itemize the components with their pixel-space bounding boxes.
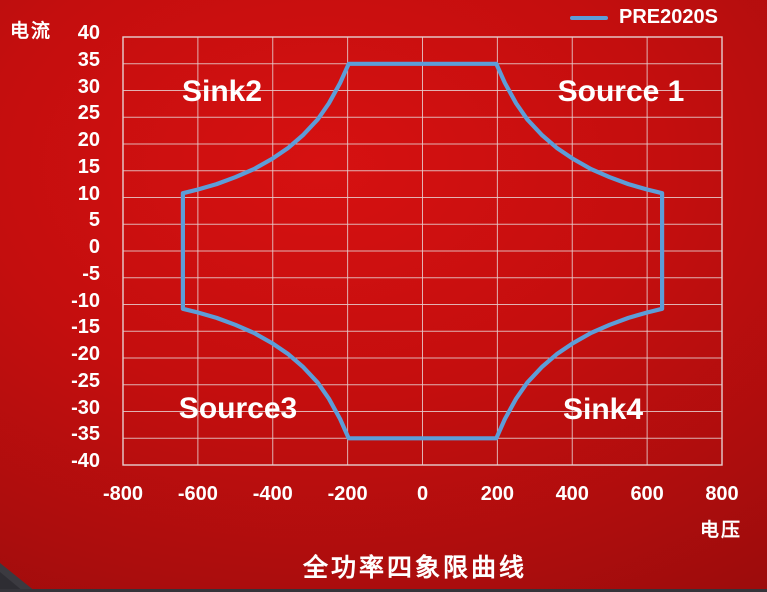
x-tick-label: 0 xyxy=(416,483,429,505)
y-tick-label: -40 xyxy=(71,450,100,472)
x-axis-name: 电压 xyxy=(700,520,743,541)
curve-pre2020s xyxy=(180,61,665,441)
y-tick-label: 5 xyxy=(88,209,100,232)
x-tick-label: -600 xyxy=(177,483,218,505)
plot-border xyxy=(122,36,723,466)
y-tick-label: 35 xyxy=(77,48,100,71)
y-tick-label: 30 xyxy=(77,75,100,98)
y-tick-label: -30 xyxy=(71,396,100,419)
chart-title: 全功率四象限曲线 xyxy=(302,554,527,582)
x-tick-label: 600 xyxy=(630,483,664,505)
y-tick-label: -35 xyxy=(71,423,100,446)
y-tick-label: 25 xyxy=(77,102,100,125)
x-tick-label: -200 xyxy=(327,483,368,505)
y-tick-label: 10 xyxy=(77,182,100,205)
quadrant-label-source3: Source3 xyxy=(178,392,298,425)
quadrant-label-sink2: Sink2 xyxy=(181,75,263,108)
quadrant-label-source1: Source 1 xyxy=(557,75,685,108)
x-tick-label: -800 xyxy=(102,483,144,505)
x-tick-label: 800 xyxy=(705,483,739,505)
y-tick-label: -10 xyxy=(71,289,100,312)
y-tick-label: -15 xyxy=(71,316,100,339)
window-bottom-edge xyxy=(0,589,767,592)
y-tick-label: -25 xyxy=(71,369,100,392)
y-axis-name: 电流 xyxy=(10,21,53,42)
x-tick-label: 400 xyxy=(555,483,589,505)
y-tick-label: -20 xyxy=(71,343,100,365)
legend-label: PRE2020S xyxy=(619,6,718,28)
y-tick-label: -5 xyxy=(82,262,100,285)
x-tick-label: 200 xyxy=(480,483,515,505)
y-tick-label: 40 xyxy=(77,22,100,44)
x-tick-label: -400 xyxy=(252,483,293,505)
y-tick-label: 20 xyxy=(77,129,100,151)
legend: PRE2020S xyxy=(570,6,718,29)
legend-line-swatch xyxy=(570,15,608,20)
y-tick-label: 15 xyxy=(77,155,100,178)
quadrant-label-sink4: Sink4 xyxy=(562,393,644,426)
y-tick-label: 0 xyxy=(88,236,100,258)
